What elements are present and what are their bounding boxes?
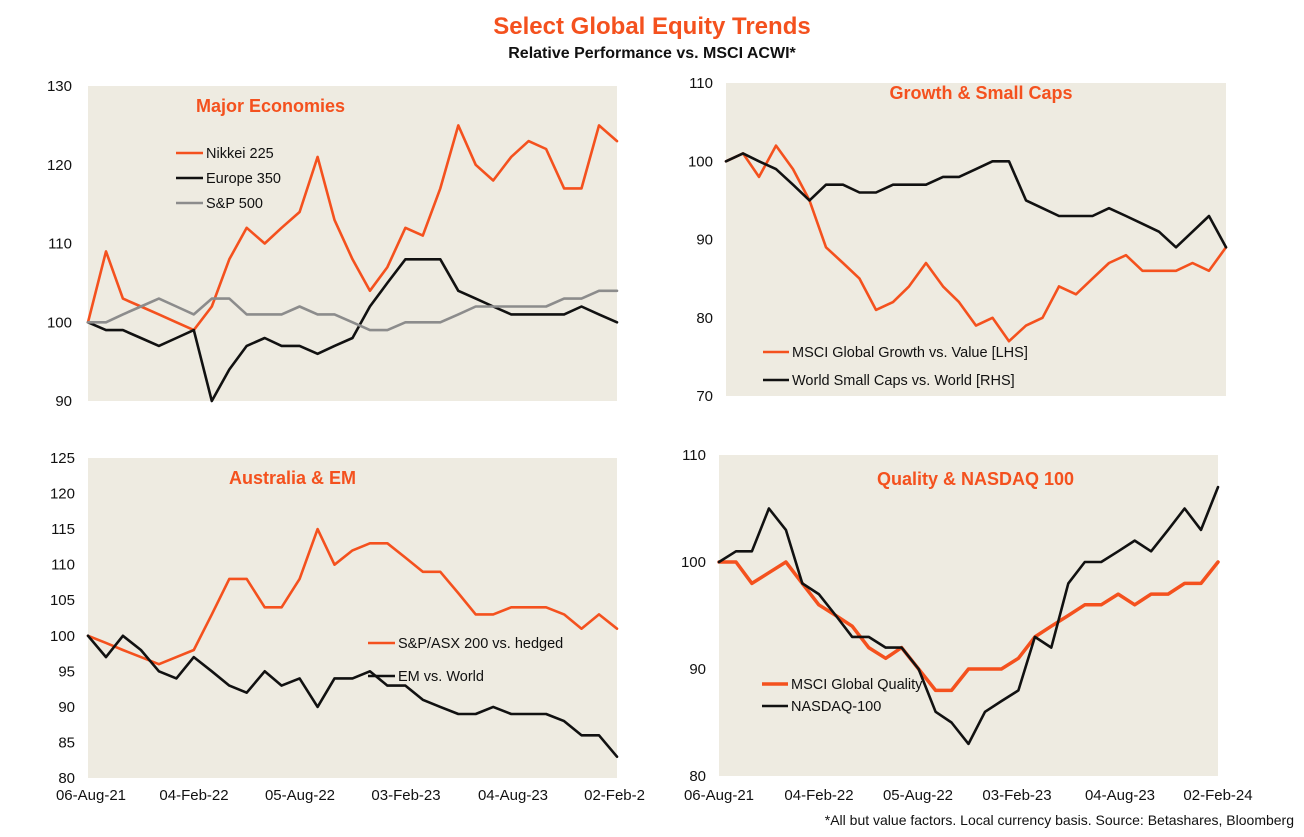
- main-subtitle: Relative Performance vs. MSCI ACWI*: [508, 45, 796, 62]
- legend-label: EM vs. World: [398, 669, 484, 685]
- y-tick-label: 90: [689, 661, 706, 678]
- main-title: Select Global Equity Trends: [493, 13, 811, 40]
- legend-label: MSCI Global Quality: [791, 677, 923, 693]
- panel-title: Major Economies: [196, 96, 345, 116]
- y-tick-label: 95: [58, 663, 75, 680]
- x-tick-label: 04-Aug-23: [478, 787, 548, 804]
- panel-title: Quality & NASDAQ 100: [877, 469, 1074, 489]
- x-tick-label: 05-Aug-22: [265, 787, 335, 804]
- series-line-3: [86, 289, 619, 332]
- legend-label: S&P 500: [206, 196, 263, 212]
- y-tick-label: 80: [689, 768, 706, 785]
- y-tick-label: 110: [682, 447, 706, 464]
- series-line-2: [724, 152, 1228, 249]
- series-line-1: [86, 527, 619, 666]
- plot-area: [88, 86, 617, 401]
- x-tick-label: 03-Feb-23: [371, 787, 440, 804]
- y-tick-label: 110: [48, 236, 72, 253]
- y-tick-label: 90: [58, 699, 75, 716]
- y-tick-label: 85: [58, 734, 75, 751]
- y-tick-label: 90: [696, 232, 713, 249]
- footnote: *All but value factors. Local currency b…: [824, 812, 1294, 828]
- y-tick-label: 110: [51, 557, 75, 574]
- y-tick-label: 80: [58, 770, 75, 787]
- legend-label: World Small Caps vs. World [RHS]: [792, 373, 1015, 389]
- x-tick-label: 04-Aug-23: [1085, 787, 1155, 804]
- y-tick-label: 110: [689, 75, 713, 92]
- x-tick-label: 04-Feb-22: [784, 787, 853, 804]
- series-line-1: [86, 124, 619, 332]
- x-tick-label: 06-Aug-21: [684, 787, 754, 804]
- x-tick-label: 06-Aug-21: [56, 787, 126, 804]
- panel-title: Australia & EM: [229, 468, 356, 488]
- y-tick-label: 80: [696, 310, 713, 327]
- chart-panel: 80 85 90 95 100 105 110 115 120 125 06-Aug-21 04-Fe…: [50, 450, 645, 804]
- x-tick-label: 03-Feb-23: [982, 787, 1051, 804]
- legend-label: NASDAQ-100: [791, 699, 881, 715]
- y-tick-label: 100: [688, 153, 713, 170]
- x-tick-label: 04-Feb-22: [159, 787, 228, 804]
- y-tick-label: 70: [696, 388, 713, 405]
- chart-panel: 90 100 110 120 130 Major Economies Nikkei 225 E…: [47, 78, 619, 410]
- y-tick-label: 105: [50, 592, 75, 609]
- y-tick-label: 115: [51, 521, 75, 538]
- series-line-2: [717, 485, 1220, 746]
- y-tick-label: 100: [681, 554, 706, 571]
- legend-label: Nikkei 225: [206, 146, 274, 162]
- y-tick-label: 125: [50, 450, 75, 467]
- y-tick-label: 90: [55, 393, 72, 410]
- y-tick-label: 100: [47, 314, 72, 331]
- x-tick-label: 05-Aug-22: [883, 787, 953, 804]
- y-tick-label: 100: [50, 628, 75, 645]
- legend-label: Europe 350: [206, 171, 281, 187]
- panel-title: Growth & Small Caps: [889, 83, 1072, 103]
- legend-label: MSCI Global Growth vs. Value [LHS]: [792, 345, 1028, 361]
- plot-area: [88, 458, 617, 778]
- legend-label: S&P/ASX 200 vs. hedged: [398, 636, 563, 652]
- y-tick-label: 120: [47, 157, 72, 174]
- chart-panel: 80 90 100 110 06-Aug-21 04-Feb-22 05-Aug-22 03-…: [681, 447, 1253, 804]
- series-line-2: [86, 634, 619, 759]
- y-tick-label: 120: [50, 486, 75, 503]
- x-tick-label: 02-Feb-24: [1183, 787, 1252, 804]
- plot-area: [719, 455, 1218, 776]
- plot-area: [726, 83, 1226, 396]
- y-tick-label: 130: [47, 78, 72, 95]
- x-tick-label: 02-Feb-2: [584, 787, 645, 804]
- chart-panel: 70 80 90 100 110 Growth & Small Caps MSCI Glob…: [688, 75, 1228, 405]
- series-line-2: [86, 257, 619, 403]
